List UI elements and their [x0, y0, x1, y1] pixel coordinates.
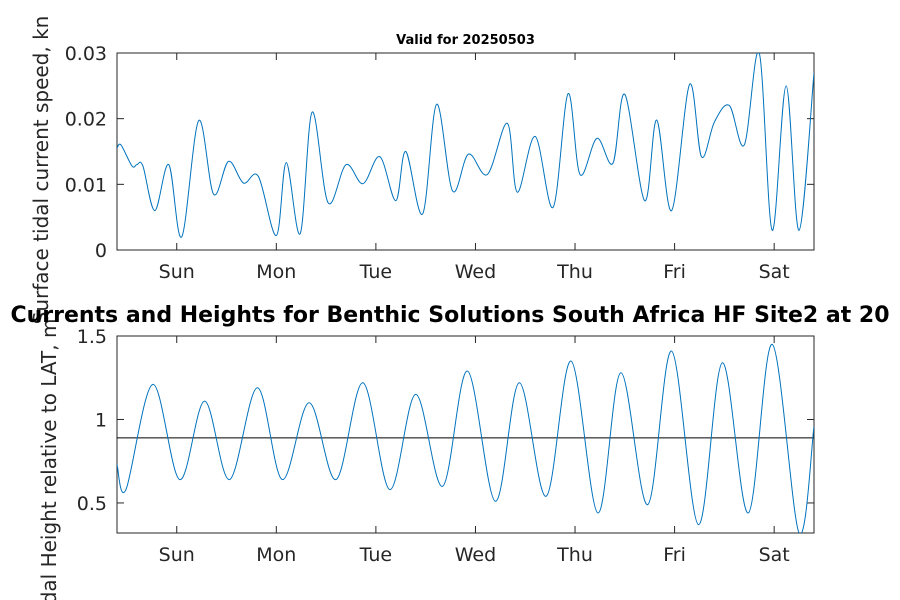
y-tick-label: 0.01	[65, 174, 107, 196]
x-tick-label: Sun	[159, 261, 195, 283]
y-axis-label: Tidal Height relative to LAT, m	[37, 319, 61, 600]
x-tick-label: Tue	[359, 544, 392, 566]
x-tick-label: Sat	[759, 261, 790, 283]
y-tick-label: 1.5	[77, 326, 107, 348]
plot-title: Valid for 20250503	[396, 33, 535, 48]
y-tick-label: 0.03	[65, 43, 107, 65]
x-tick-label: Wed	[455, 544, 496, 566]
x-tick-label: Mon	[256, 261, 296, 283]
x-tick-label: Thu	[556, 261, 593, 283]
series-line	[117, 343, 814, 533]
series-line	[117, 53, 814, 238]
x-tick-label: Sat	[759, 544, 790, 566]
x-tick-label: Fri	[663, 261, 686, 283]
x-tick-label: Sun	[159, 544, 195, 566]
x-tick-label: Fri	[663, 544, 686, 566]
tidal-height-plot: 0.5 1 1.5 Sun Mon Tue Wed Thu Fri Sat Tidal Height…	[37, 319, 815, 600]
y-axis-label: Surface tidal current speed, kn	[29, 16, 53, 325]
y-tick-label: 0	[95, 240, 107, 262]
x-tick-label: Tue	[359, 261, 392, 283]
current-speed-plot: 0 0.01 0.02 0.03 Sun Mon Tue Wed Thu Fri Sat Valid …	[29, 16, 815, 325]
y-tick-label: 0.5	[77, 493, 107, 515]
x-tick-label: Wed	[455, 261, 496, 283]
axes-box	[116, 335, 815, 534]
y-tick-label: 1	[95, 409, 107, 431]
figure-title: Currents and Heights for Benthic Solutio…	[10, 303, 889, 328]
axes-box	[116, 52, 815, 251]
x-tick-label: Mon	[256, 544, 296, 566]
y-tick-label: 0.02	[65, 109, 107, 131]
x-tick-label: Thu	[556, 544, 593, 566]
